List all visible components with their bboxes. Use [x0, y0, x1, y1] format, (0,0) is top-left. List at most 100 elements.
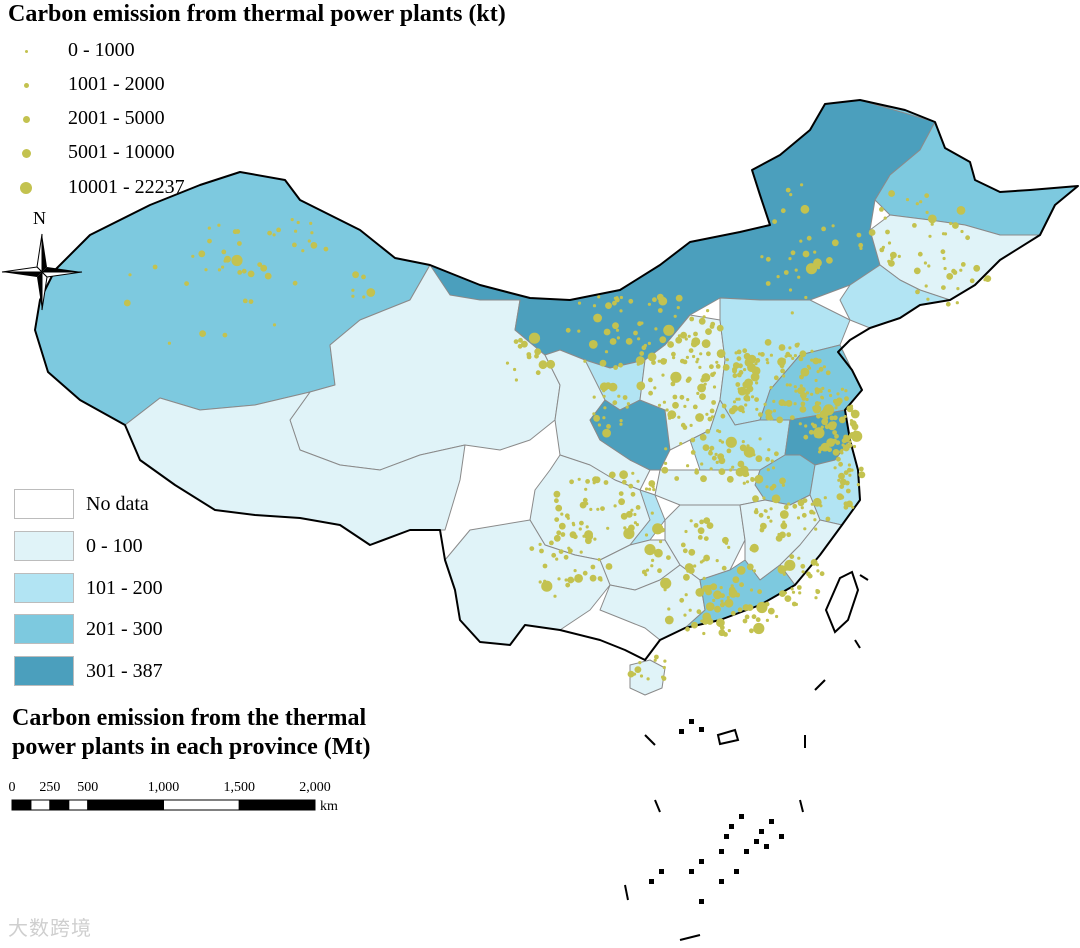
power-plant-dot [798, 356, 804, 362]
power-plant-dot [608, 471, 616, 479]
power-plant-dot [836, 456, 841, 462]
power-plant-dot [237, 241, 242, 246]
power-plant-dot [766, 468, 770, 472]
power-plant-dot [290, 218, 294, 222]
power-plant-dot [555, 557, 559, 561]
power-plant-dot [686, 376, 692, 382]
power-plant-dot [805, 391, 810, 395]
power-plant-dot [812, 357, 820, 365]
islet [799, 799, 804, 813]
power-plant-dot [753, 509, 759, 515]
power-plant-dot [850, 409, 860, 419]
power-plant-dot [705, 328, 712, 335]
power-plant-dot [729, 468, 733, 472]
power-plant-dot [840, 451, 844, 455]
power-plant-dot [710, 415, 715, 419]
power-plant-dot [653, 658, 657, 662]
power-plant-dot [667, 607, 671, 611]
power-plant-dot [685, 626, 690, 632]
power-plant-dot [366, 288, 376, 297]
power-plant-dot [837, 478, 841, 482]
power-plant-dot [696, 357, 700, 361]
power-plant-dot [739, 465, 749, 475]
scale-bar-segment [87, 799, 164, 811]
power-plant-dot [686, 398, 690, 402]
power-plant-dot [744, 403, 748, 407]
power-plant-dot [560, 532, 566, 537]
power-plant-dot [697, 535, 703, 540]
power-plant-dot [755, 407, 759, 411]
power-plant-dot [732, 400, 737, 404]
power-plant-dot [593, 414, 600, 422]
power-plant-dot [167, 341, 171, 345]
power-plant-dot [746, 473, 750, 477]
power-plant-dot [571, 521, 575, 526]
plants-legend-dot [23, 82, 29, 88]
power-plant-dot [618, 362, 623, 368]
power-plant-dot [779, 510, 789, 519]
power-plant-dot [752, 495, 759, 503]
power-plant-dot [628, 298, 634, 304]
islet [859, 574, 869, 581]
power-plant-dot [689, 519, 693, 523]
power-plant-dot [296, 220, 300, 225]
power-plant-dot [758, 512, 764, 518]
power-plant-dot [772, 219, 777, 225]
power-plant-dot [735, 382, 741, 387]
power-plant-dot [198, 250, 206, 258]
power-plant-dot [535, 370, 541, 376]
power-plant-dot [829, 415, 835, 421]
power-plant-dot [788, 346, 792, 350]
power-plant-dot [579, 501, 587, 509]
power-plant-dot [818, 366, 824, 372]
power-plant-dot [835, 440, 841, 445]
power-plant-dot [810, 559, 818, 566]
power-plant-dot [790, 250, 796, 256]
islet [689, 719, 694, 724]
power-plant-dot [534, 348, 542, 356]
power-plant-dot [791, 601, 797, 607]
power-plant-dot [217, 268, 221, 272]
power-plant-dot [690, 450, 696, 455]
islet [854, 639, 861, 649]
power-plant-dot [744, 378, 753, 388]
power-plant-dot [814, 527, 818, 531]
power-plant-dot [749, 588, 754, 592]
power-plant-dot [653, 386, 657, 390]
power-plant-dot [664, 461, 668, 465]
power-plant-dot [832, 415, 838, 421]
power-plant-dot [650, 564, 654, 568]
power-plant-dot [742, 446, 746, 450]
power-plant-dot [709, 408, 715, 414]
power-plant-dot [606, 424, 611, 429]
power-plant-dot [637, 337, 641, 341]
power-plant-dot [819, 571, 825, 577]
power-plant-dot [599, 578, 603, 582]
power-plant-dot [700, 377, 706, 383]
power-plant-dot [712, 371, 717, 375]
power-plant-dot [838, 398, 842, 402]
power-plant-dot [814, 401, 820, 406]
power-plant-dot [792, 503, 798, 509]
power-plant-dot [858, 242, 864, 248]
power-plant-dot [887, 241, 892, 245]
power-plant-dot [821, 418, 829, 426]
power-plant-dot [720, 599, 724, 603]
power-plant-dot [657, 308, 663, 313]
power-plant-dot [692, 404, 698, 410]
power-plant-dot [641, 345, 647, 351]
power-plant-dot [618, 498, 625, 506]
power-plant-dot [720, 440, 725, 444]
power-plant-dot [787, 502, 791, 506]
power-plant-dot [695, 360, 699, 364]
power-plant-dot [597, 558, 601, 562]
power-plant-dot [868, 229, 876, 236]
power-plant-dot [625, 338, 633, 345]
power-plant-dot [821, 226, 826, 232]
power-plant-dot [804, 295, 808, 300]
islet [679, 934, 701, 941]
power-plant-dot [842, 438, 847, 444]
power-plant-dot [700, 475, 707, 483]
power-plant-dot [805, 397, 809, 402]
power-plant-dot [558, 522, 566, 530]
